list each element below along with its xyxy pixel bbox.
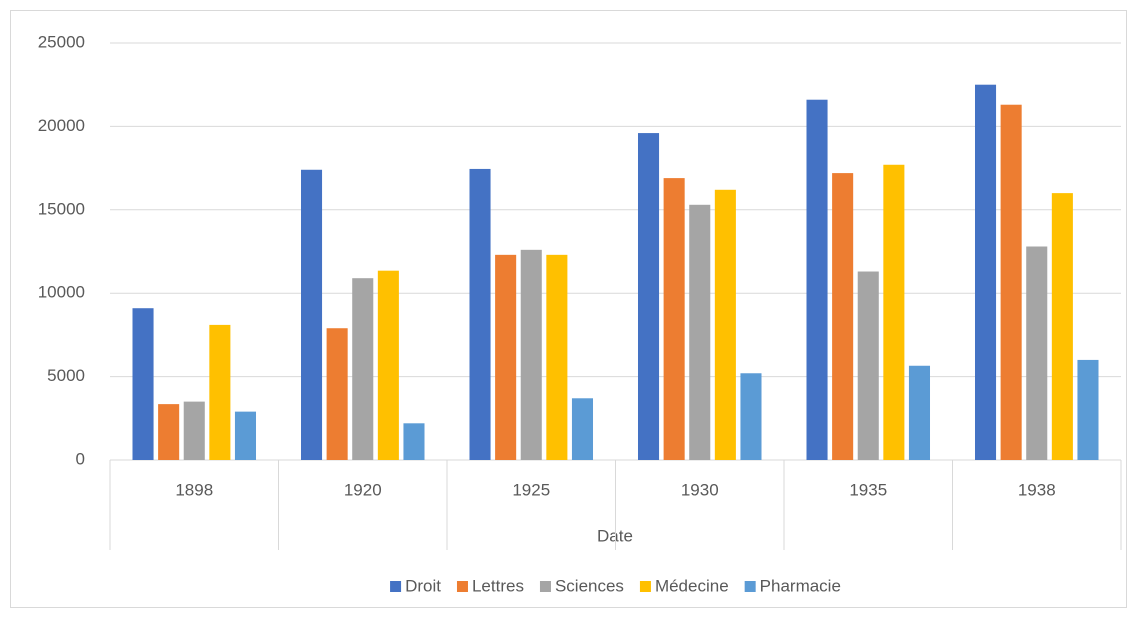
bar — [520, 249, 542, 460]
x-tick-label: 1930 — [681, 480, 719, 499]
bar — [158, 404, 180, 460]
x-tick-label: 1925 — [512, 480, 550, 499]
bar — [714, 189, 736, 460]
bar — [1077, 359, 1099, 460]
bar — [857, 271, 879, 460]
bar — [1000, 104, 1022, 460]
chart-border — [10, 10, 1127, 608]
x-tick-label: 1935 — [849, 480, 887, 499]
bar — [883, 164, 905, 460]
legend-swatch — [456, 581, 468, 592]
legend-swatch — [539, 581, 551, 592]
bar — [183, 401, 205, 460]
bar — [495, 254, 517, 460]
x-tick-label: 1898 — [175, 480, 213, 499]
bar — [377, 270, 399, 460]
bar — [209, 324, 231, 460]
legend-label: Lettres — [472, 576, 524, 595]
bar — [300, 169, 323, 460]
y-tick-label: 15000 — [38, 199, 85, 218]
x-tick-label: 1920 — [344, 480, 382, 499]
legend-label: Droit — [405, 576, 441, 595]
bar — [132, 308, 154, 460]
legend-label: Sciences — [555, 576, 624, 595]
x-tick-label: 1938 — [1018, 480, 1056, 499]
bar — [1026, 246, 1048, 460]
legend-label: Pharmacie — [760, 576, 841, 595]
bar — [326, 328, 348, 460]
bar — [469, 168, 491, 460]
y-tick-label: 5000 — [47, 366, 85, 385]
bar — [352, 278, 374, 460]
legend-swatch — [639, 581, 651, 592]
bar — [806, 99, 828, 460]
legend-label: Médecine — [655, 576, 729, 595]
bar — [908, 365, 931, 460]
y-tick-label: 10000 — [38, 283, 85, 302]
bar — [637, 133, 660, 460]
y-tick-label: 0 — [76, 449, 85, 468]
bar — [571, 398, 594, 460]
y-tick-label: 20000 — [38, 116, 85, 135]
bar — [832, 173, 854, 460]
bar — [663, 178, 685, 460]
bar — [234, 411, 257, 460]
bar — [403, 423, 425, 460]
bar — [1051, 193, 1073, 460]
y-tick-label: 25000 — [38, 32, 85, 51]
bar — [689, 204, 711, 460]
legend-swatch — [744, 581, 756, 592]
bar — [546, 254, 568, 460]
bar — [740, 373, 762, 460]
bar — [974, 84, 997, 460]
legend-swatch — [390, 581, 402, 592]
